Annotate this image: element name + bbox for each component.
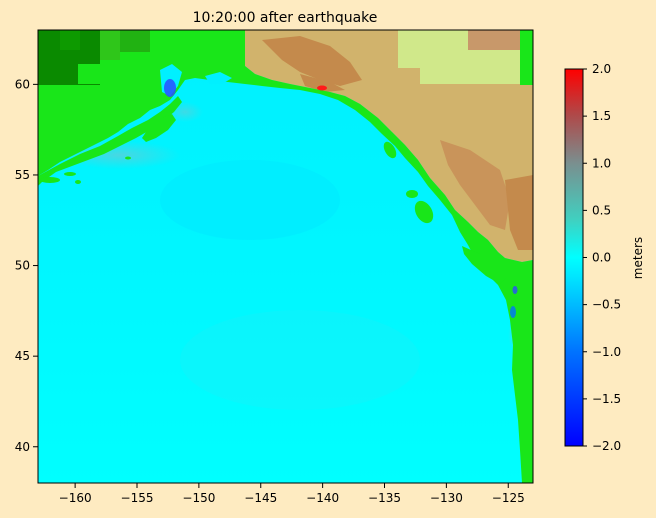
colorbar-tick-label: −0.5 (592, 298, 621, 312)
prince-william-sound (205, 72, 232, 84)
x-tick-label: −145 (244, 491, 277, 505)
terrain-nw-blocks (38, 30, 150, 85)
wave-trough-juan-de-fuca (512, 286, 518, 294)
colorbar-tick-label: 1.0 (592, 156, 611, 170)
x-tick-label: −130 (430, 491, 463, 505)
wave-anomaly-central (180, 310, 420, 410)
terrain-kodiak-island (142, 114, 176, 142)
wave-trough-oregon (510, 306, 516, 318)
x-tick-label: −150 (182, 491, 215, 505)
y-axis: 40 45 50 55 60 (15, 77, 38, 454)
terrain-aleutian-islands (40, 156, 131, 184)
colorbar-tick-label: 1.5 (592, 109, 611, 123)
terrain-block-ne (468, 30, 520, 50)
colorbar-label: meters (631, 237, 645, 279)
wave-anomaly-aleutian (60, 141, 180, 169)
colorbar-tick-label: −1.5 (592, 392, 621, 406)
colorbar-tick-label: 0.5 (592, 203, 611, 217)
y-tick-label: 55 (15, 168, 30, 182)
colorbar-gradient (564, 68, 584, 447)
colorbar: 2.0 1.5 1.0 0.5 0.0 −0.5 −1.0 −1.5 −2.0 meters (564, 62, 645, 453)
y-tick-label: 45 (15, 349, 30, 363)
x-tick-label: −140 (306, 491, 339, 505)
map-plot-area (38, 30, 533, 483)
x-tick-label: −135 (368, 491, 401, 505)
y-tick-label: 50 (15, 259, 30, 273)
x-tick-label: −155 (121, 491, 154, 505)
colorbar-tick-label: −1.0 (592, 345, 621, 359)
colorbar-tick-label: −2.0 (592, 439, 621, 453)
plot-frame (37, 29, 534, 484)
y-tick-label: 60 (15, 77, 30, 91)
terrain-alaska-peninsula (38, 96, 182, 186)
x-tick-label: −125 (492, 491, 525, 505)
depression-cook-inlet (164, 79, 176, 97)
x-axis: −160 −155 −150 −145 −140 −135 −130 −125 (59, 483, 525, 505)
colorbar-ticks: 2.0 1.5 1.0 0.5 0.0 −0.5 −1.0 −1.5 −2.0 (583, 62, 621, 453)
terrain-coast-range (300, 74, 345, 92)
wave-peak-yakutat (317, 85, 327, 91)
terrain-highlands (262, 36, 362, 86)
terrain-rockies (505, 175, 533, 250)
chart-title: 10:20:00 after earthquake (193, 10, 378, 26)
y-tick-label: 40 (15, 440, 30, 454)
colorbar-tick-label: 0.0 (592, 251, 611, 265)
colorbar-tick-label: 2.0 (592, 62, 611, 76)
wave-anomaly-gulf (160, 160, 340, 240)
x-tick-label: −160 (59, 491, 92, 505)
terrain-vancouver-island (462, 246, 506, 284)
terrain-coarse-blocks (398, 30, 533, 85)
terrain-alexander-islands (383, 141, 434, 224)
terrain-bc-mountains (440, 140, 510, 230)
